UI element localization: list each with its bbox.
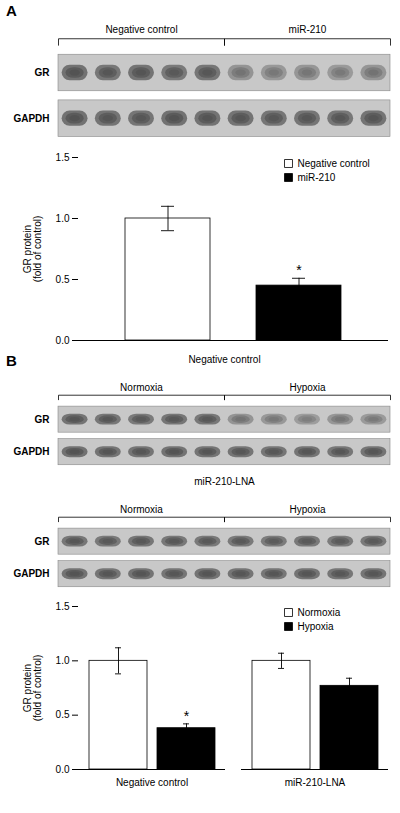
- svg-text:Hypoxia: Hypoxia: [289, 504, 326, 515]
- svg-text:Negative control: Negative control: [298, 158, 370, 169]
- svg-text:0.0: 0.0: [56, 335, 70, 346]
- svg-text:GAPDH: GAPDH: [13, 568, 49, 579]
- svg-text:miR-210-LNA: miR-210-LNA: [194, 476, 255, 487]
- svg-text:GR: GR: [35, 536, 51, 547]
- svg-text:Negative control: Negative control: [116, 777, 188, 788]
- svg-text:0.5: 0.5: [56, 709, 70, 720]
- svg-text:1.5: 1.5: [56, 152, 70, 163]
- svg-text:Hypoxia: Hypoxia: [289, 382, 326, 393]
- svg-text:0.0: 0.0: [56, 764, 70, 775]
- svg-text:GR: GR: [35, 67, 51, 78]
- html-text:A: A: [6, 2, 17, 19]
- svg-text:miR-210-LNA: miR-210-LNA: [285, 777, 346, 788]
- svg-text:GAPDH: GAPDH: [13, 446, 49, 457]
- svg-text:GAPDH: GAPDH: [13, 113, 49, 124]
- svg-text:miR-210: miR-210: [289, 24, 327, 35]
- svg-text:Normoxia: Normoxia: [298, 607, 341, 618]
- svg-text:miR-210: miR-210: [298, 172, 336, 183]
- svg-text:GR protein(fold of control): GR protein(fold of control): [22, 216, 43, 283]
- html-text:B: B: [6, 352, 17, 369]
- svg-text:Negative control: Negative control: [188, 354, 260, 365]
- svg-text:1.0: 1.0: [56, 213, 70, 224]
- svg-text:0.5: 0.5: [56, 274, 70, 285]
- svg-text:1.0: 1.0: [56, 655, 70, 666]
- svg-text:*: *: [296, 262, 302, 278]
- svg-text:*: *: [184, 708, 190, 724]
- svg-text:1.5: 1.5: [56, 601, 70, 612]
- svg-text:GR protein(fold of control): GR protein(fold of control): [22, 655, 43, 722]
- svg-text:Negative control: Negative control: [105, 24, 177, 35]
- svg-text:Normoxia: Normoxia: [120, 382, 163, 393]
- svg-text:GR: GR: [35, 414, 51, 425]
- svg-text:Hypoxia: Hypoxia: [298, 621, 335, 632]
- svg-text:Normoxia: Normoxia: [120, 504, 163, 515]
